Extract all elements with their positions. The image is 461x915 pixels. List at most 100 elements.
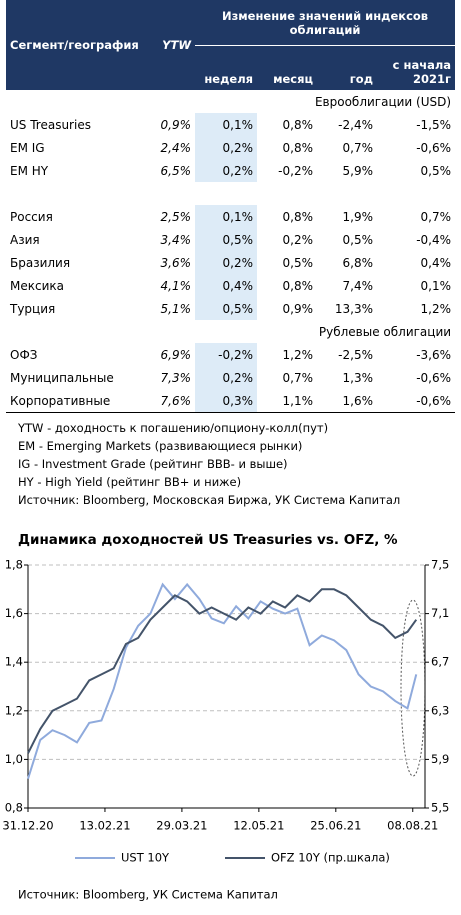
ytd-cell: -0,4%: [416, 232, 452, 247]
header-column: неделя: [195, 45, 257, 90]
notes: YTW - доходность к погашению/опциону-кол…: [18, 419, 400, 509]
legend-label: UST 10Y: [121, 851, 170, 865]
y2-tick-label: 7,5: [431, 558, 449, 572]
table-row: ОФЗ 6,9% -0,2% 1,2% -2,5% -3,6%: [6, 343, 455, 366]
note: EM - Emerging Markets (развивающиеся рын…: [18, 439, 303, 453]
segment-cell: Турция: [10, 301, 56, 316]
table-row: US Treasuries 0,9% 0,1% 0,8% -2,4% -1,5%: [6, 113, 455, 136]
section-title: [6, 182, 455, 205]
x-tick-label: 31.12.20: [2, 819, 53, 833]
year-cell: -2,4%: [338, 117, 373, 132]
y-tick-label: 1,8: [5, 558, 23, 572]
table-row: Россия 2,5% 0,1% 0,8% 1,9% 0,7%: [6, 205, 455, 228]
segment-cell: Азия: [10, 232, 40, 247]
note: Источник: Bloomberg, Московская Биржа, У…: [18, 493, 401, 507]
ytd-cell: 0,5%: [420, 163, 452, 178]
segment-cell: Бразилия: [10, 255, 71, 270]
y2-tick-label: 7,1: [431, 606, 449, 620]
year-cell: 1,3%: [342, 370, 374, 385]
series-line: [27, 588, 418, 754]
week-cell: 0,5%: [195, 297, 257, 320]
month-cell: 0,8%: [282, 209, 314, 224]
table-row: Азия 3,4% 0,5% 0,2% 0,5% -0,4%: [6, 228, 455, 251]
segment-cell: ОФЗ: [10, 347, 38, 362]
ytd-cell: -0,6%: [416, 370, 452, 385]
week-cell: 0,4%: [195, 274, 257, 297]
ytd-cell: -3,6%: [416, 347, 452, 362]
week-cell: 0,2%: [195, 251, 257, 274]
month-cell: 0,7%: [282, 370, 314, 385]
header-segment: Сегмент/география: [6, 0, 151, 90]
week-cell: 0,1%: [195, 205, 257, 228]
segment-cell: Муниципальные: [10, 370, 114, 385]
month-cell: 0,8%: [282, 117, 314, 132]
year-cell: 0,5%: [342, 232, 374, 247]
note: YTW - доходность к погашению/опциону-кол…: [18, 421, 329, 435]
week-cell: 0,3%: [195, 389, 257, 413]
segment-cell: EM HY: [10, 163, 49, 178]
x-tick-label: 29.03.21: [156, 819, 207, 833]
week-cell: 0,2%: [195, 136, 257, 159]
table-row: EM IG 2,4% 0,2% 0,8% 0,7% -0,6%: [6, 136, 455, 159]
week-cell: 0,1%: [195, 113, 257, 136]
ytw-cell: 2,5%: [160, 209, 192, 224]
note: IG - Investment Grade (рейтинг BBB- и вы…: [18, 457, 288, 471]
segment-cell: EM IG: [10, 140, 45, 155]
y-tick-label: 1,4: [5, 655, 23, 669]
y-tick-label: 1,0: [5, 752, 23, 766]
table-row: Турция 5,1% 0,5% 0,9% 13,3% 1,2%: [6, 297, 455, 320]
month-cell: -0,2%: [278, 163, 313, 178]
month-cell: 0,8%: [282, 140, 314, 155]
section-title-row: Еврооблигации (USD): [6, 90, 455, 113]
year-cell: 5,9%: [342, 163, 374, 178]
ytw-cell: 0,9%: [160, 117, 192, 132]
ytw-cell: 3,6%: [160, 255, 192, 270]
header-column: с начала 2021г: [377, 45, 456, 90]
ytd-cell: 1,2%: [420, 301, 452, 316]
ytw-cell: 7,3%: [160, 370, 192, 385]
month-cell: 0,2%: [282, 232, 314, 247]
header-ytw: YTW: [151, 0, 195, 90]
y2-tick-label: 5,9: [431, 752, 449, 766]
table-row: EM HY 6,5% 0,2% -0,2% 5,9% 0,5%: [6, 159, 455, 182]
x-tick-label: 25.06.21: [310, 819, 361, 833]
header-column: год: [317, 45, 377, 90]
ytd-cell: 0,1%: [420, 278, 452, 293]
x-tick-label: 12.05.21: [233, 819, 284, 833]
ytw-cell: 2,4%: [160, 140, 192, 155]
segment-cell: Корпоративные: [10, 393, 111, 408]
header-column: месяц: [257, 45, 317, 90]
section-title: Рублевые облигации: [318, 324, 452, 339]
y-tick-label: 1,6: [5, 606, 23, 620]
year-cell: 7,4%: [342, 278, 374, 293]
year-cell: 6,8%: [342, 255, 374, 270]
section-title: Еврооблигации (USD): [314, 94, 452, 109]
year-cell: 1,6%: [342, 393, 374, 408]
ytw-cell: 7,6%: [160, 393, 192, 408]
section-title-row: Рублевые облигации: [6, 320, 455, 343]
ytw-cell: 4,1%: [160, 278, 192, 293]
x-tick-label: 13.02.21: [79, 819, 130, 833]
week-cell: -0,2%: [195, 343, 257, 366]
month-cell: 0,8%: [282, 278, 314, 293]
ytd-cell: 0,7%: [420, 209, 452, 224]
month-cell: 0,9%: [282, 301, 314, 316]
month-cell: 0,5%: [282, 255, 314, 270]
year-cell: 1,9%: [342, 209, 374, 224]
header-change: Изменение значений индексов облигаций: [195, 0, 456, 46]
y2-tick-label: 6,7: [431, 655, 449, 669]
y2-tick-label: 5,5: [431, 801, 449, 815]
table-row: Корпоративные 7,6% 0,3% 1,1% 1,6% -0,6%: [6, 389, 455, 413]
table-row: Мексика 4,1% 0,4% 0,8% 7,4% 0,1%: [6, 274, 455, 297]
chart-title: Динамика доходностей US Treasuries vs. O…: [18, 532, 398, 548]
legend-label: OFZ 10Y (пр.шкала): [271, 851, 390, 865]
ytd-cell: -0,6%: [416, 140, 452, 155]
y-tick-label: 0,8: [5, 801, 23, 815]
ytw-cell: 6,9%: [160, 347, 192, 362]
chart: Динамика доходностей US Treasuries vs. O…: [2, 532, 449, 902]
week-cell: 0,5%: [195, 228, 257, 251]
segment-cell: US Treasuries: [10, 117, 91, 132]
ytd-cell: 0,4%: [420, 255, 452, 270]
segment-cell: Мексика: [10, 278, 64, 293]
